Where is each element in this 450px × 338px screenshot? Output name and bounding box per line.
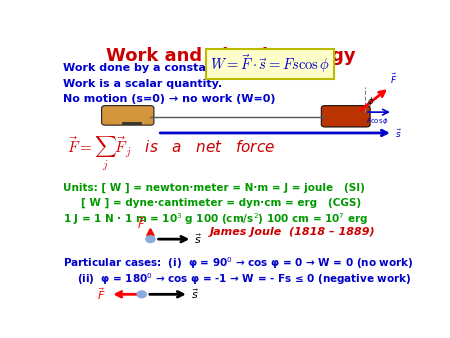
Text: (ii)  φ = 180$^0$ → cos φ = -1 → W = - Fs ≤ 0 (negative work): (ii) φ = 180$^0$ → cos φ = -1 → W = - Fs… xyxy=(77,271,412,287)
Text: $\vec{s}$: $\vec{s}$ xyxy=(194,232,202,246)
Text: $\vec{F} = \sum_j \vec{F}_j$   is   a   net   force: $\vec{F} = \sum_j \vec{F}_j$ is a net fo… xyxy=(67,135,275,173)
Text: Units: [ W ] = newton·meter = N·m = J = joule   (SI): Units: [ W ] = newton·meter = N·m = J = … xyxy=(63,183,365,193)
Text: $\vec{s}$: $\vec{s}$ xyxy=(395,127,402,140)
FancyBboxPatch shape xyxy=(102,105,154,125)
Text: No motion (s=0) → no work (W=0): No motion (s=0) → no work (W=0) xyxy=(63,94,276,104)
Text: $\vec{F}$: $\vec{F}$ xyxy=(96,286,105,302)
Circle shape xyxy=(146,236,155,243)
Text: [ W ] = dyne·cantimeter = dyn·cm = erg   (CGS): [ W ] = dyne·cantimeter = dyn·cm = erg (… xyxy=(81,198,361,208)
Circle shape xyxy=(137,291,146,298)
Text: $\phi$: $\phi$ xyxy=(367,95,374,108)
Text: James Joule  (1818 – 1889): James Joule (1818 – 1889) xyxy=(210,227,375,237)
Text: Work done by a constant force: Work done by a constant force xyxy=(63,63,255,73)
Text: Work is a scalar quantity.: Work is a scalar quantity. xyxy=(63,78,222,89)
Text: $\vec{F}$: $\vec{F}$ xyxy=(137,215,145,231)
Text: $F\cos\phi$: $F\cos\phi$ xyxy=(365,116,389,126)
Text: 1 J = 1 N · 1 m = 10$^3$ g 100 (cm/s$^2$) 100 cm = 10$^7$ erg: 1 J = 1 N · 1 m = 10$^3$ g 100 (cm/s$^2$… xyxy=(63,211,369,227)
Text: Work and Kinetic Energy: Work and Kinetic Energy xyxy=(106,47,356,65)
Text: $\vec{F}$: $\vec{F}$ xyxy=(390,72,398,86)
Text: $\vec{s}$: $\vec{s}$ xyxy=(190,287,199,301)
Text: Particular cases:  (i)  φ = 90$^0$ → cos φ = 0 → W = 0 (no work): Particular cases: (i) φ = 90$^0$ → cos φ… xyxy=(63,255,414,271)
FancyBboxPatch shape xyxy=(321,105,370,127)
Text: $W = \vec{F} \cdot \vec{s} = Fs\cos\phi$: $W = \vec{F} \cdot \vec{s} = Fs\cos\phi$ xyxy=(210,53,330,75)
